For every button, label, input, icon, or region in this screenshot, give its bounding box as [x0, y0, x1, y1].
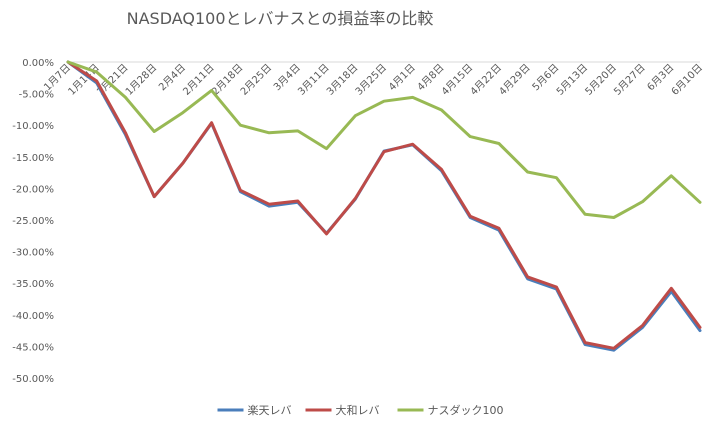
x-tick-label: 3月25日 [353, 62, 389, 98]
x-tick-label: 4月29日 [497, 62, 533, 98]
legend-label: 大和レバ [336, 403, 380, 417]
y-tick-label: -40.00% [12, 311, 54, 322]
x-tick-label: 4月1日 [386, 62, 418, 94]
series-line-1 [66, 60, 702, 352]
x-tick-label: 1月28日 [123, 62, 159, 98]
legend-label: 楽天レバ [248, 404, 292, 417]
x-tick-label: 6月10日 [669, 62, 705, 98]
y-tick-label: -45.00% [12, 342, 54, 353]
y-axis: 0.00% -5.00% -10.00% -15.00% -20.00% -25.00% -… [12, 58, 54, 385]
x-tick-label: 5月27日 [612, 62, 648, 98]
y-tick-label: -35.00% [12, 279, 54, 290]
y-tick-label: -10.00% [12, 121, 54, 132]
y-tick-label: 0.00% [22, 58, 54, 69]
series-line-3 [66, 60, 702, 219]
y-tick-label: -25.00% [12, 216, 54, 227]
y-tick-label: -5.00% [19, 90, 54, 101]
legend-label: ナスダック100 [428, 403, 504, 417]
x-tick-label: 2月25日 [238, 62, 274, 98]
legend: 楽天レバ 大和レバ ナスダック100 [217, 403, 504, 417]
series-line-2 [66, 60, 702, 350]
y-tick-label: -30.00% [12, 248, 54, 259]
y-tick-label: -15.00% [12, 153, 54, 164]
y-tick-label: -20.00% [12, 184, 54, 195]
chart-title: NASDAQ100とレバナスとの損益率の比較 [127, 9, 434, 28]
x-axis: 1月7日1月14日1月21日1月28日2月4日2月11日2月18日2月25日3月… [41, 62, 705, 98]
series-lines [66, 60, 702, 352]
y-tick-label: -50.00% [12, 374, 54, 385]
